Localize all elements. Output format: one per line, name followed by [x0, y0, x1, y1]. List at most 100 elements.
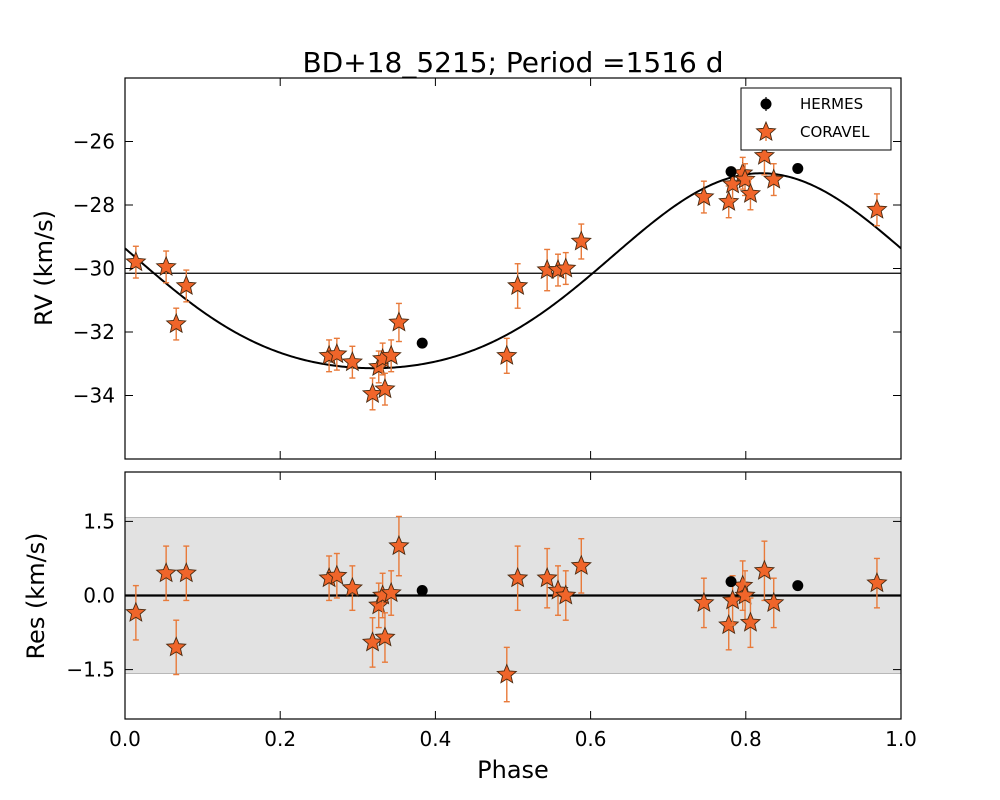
coravel-point [693, 180, 715, 214]
coravel-residual-star [555, 584, 577, 605]
coravel-star-marker [361, 382, 384, 403]
chart-title: BD+18_5215; Period =1516 d [302, 46, 723, 79]
coravel-point [361, 377, 384, 411]
coravel-residual-star [361, 631, 384, 652]
x-tick-label: 0.8 [730, 727, 762, 751]
coravel-residual-star [165, 636, 187, 657]
coravel-residual-star [374, 626, 396, 647]
coravel-residual-point [739, 597, 762, 649]
x-tick-label: 0.0 [109, 727, 141, 751]
coravel-star-marker [753, 144, 776, 165]
hermes-residual-point [725, 576, 737, 588]
coravel-residual-point [380, 570, 402, 616]
coravel-residual-star [763, 591, 785, 612]
coravel-residual-point [326, 552, 348, 599]
coravel-residual-star [866, 571, 888, 593]
coravel-residual-point [496, 646, 518, 703]
x-axis-label: Phase [477, 756, 549, 784]
rv-axes-layer: −26 −28 −30 −32 −34 [73, 78, 902, 459]
rv-y-tick-label: −30 [73, 257, 115, 281]
coravel-residual-star [326, 564, 348, 585]
coravel-star-marker [507, 274, 529, 295]
coravel-residual-point [368, 582, 390, 629]
coravel-point [866, 193, 888, 227]
coravel-residual-point [361, 617, 384, 668]
coravel-residual-star [341, 576, 363, 598]
coravel-point [125, 245, 147, 279]
legend-hermes-circle [760, 98, 772, 110]
coravel-star-marker [739, 182, 762, 203]
hermes-residual-point [792, 580, 804, 592]
coravel-residual-star [507, 567, 529, 588]
coravel-point [155, 250, 177, 284]
coravel-point [175, 269, 197, 303]
res-data-layer [125, 515, 888, 703]
coravel-star-marker [155, 255, 177, 276]
coravel-residual-point [555, 570, 577, 621]
coravel-residual-star [718, 613, 740, 635]
coravel-star-marker [341, 350, 363, 372]
coravel-star-marker [175, 274, 197, 295]
coravel-residual-point [155, 545, 177, 602]
coravel-point [341, 345, 363, 379]
coravel-point [763, 163, 785, 197]
coravel-star-marker [866, 198, 888, 219]
x-tick-label: 0.6 [575, 727, 607, 751]
legend-coravel-marker [755, 120, 777, 142]
coravel-point [739, 177, 762, 211]
coravel-residual-star [570, 554, 592, 575]
coravel-residual-star [496, 663, 518, 684]
coravel-residual-point [165, 619, 187, 676]
coravel-star-marker [721, 173, 744, 194]
coravel-residual-point [693, 577, 715, 629]
legend-coravel-label: CORAVEL [800, 123, 870, 141]
res-y-tick-label: 0.0 [83, 584, 115, 608]
coravel-residual-star [155, 562, 177, 583]
coravel-point [507, 263, 529, 309]
coravel-star-marker [718, 190, 740, 211]
x-tick-label: 1.0 [885, 727, 917, 751]
coravel-residual-star [388, 534, 410, 556]
coravel-residual-star [536, 567, 558, 588]
hermes-point [792, 162, 804, 174]
x-axis: 0.0 0.2 0.4 0.6 0.8 1.0 [109, 472, 917, 751]
coravel-residual-star [125, 601, 147, 622]
legend: HERMES CORAVEL [740, 87, 892, 151]
coravel-star-marker [496, 344, 518, 365]
coravel-point [496, 337, 518, 374]
rv-y-tick-label: −32 [73, 320, 115, 344]
hermes-point [416, 337, 428, 349]
coravel-residual-star [739, 611, 762, 632]
res-band-layer [125, 516, 901, 675]
coravel-residual-star [175, 562, 197, 583]
coravel-residual-star [380, 581, 402, 603]
coravel-residual-point [175, 545, 197, 602]
coravel-star-marker [388, 311, 410, 332]
legend-hermes-label: HERMES [800, 95, 863, 113]
coravel-residual-point [388, 515, 410, 577]
rv-panel: −26 −28 −30 −32 −34 RV (km/s) HERMES CORAVEL [30, 77, 902, 460]
coravel-point [555, 251, 577, 286]
coravel-point [570, 223, 592, 260]
rv-y-axis-label: RV (km/s) [30, 210, 58, 326]
coravel-residual-star [753, 559, 776, 580]
coravel-star-marker [165, 312, 187, 334]
rv-y-tick-label: −26 [73, 130, 115, 154]
coravel-star-marker [763, 168, 785, 189]
res-axes-layer: 1.5 0.0 −1.5 [66, 509, 901, 682]
coravel-point [374, 372, 396, 406]
coravel-star-marker [555, 257, 577, 278]
legend-hermes-marker [760, 97, 772, 111]
res-y-tick-label: −1.5 [66, 658, 115, 682]
coravel-residual-point [763, 577, 785, 629]
x-tick-label: 0.4 [419, 727, 451, 751]
coravel-residual-point [570, 537, 592, 594]
hermes-point [725, 166, 737, 178]
coravel-residual-point [507, 545, 529, 612]
coravel-point [165, 307, 187, 341]
coravel-star-marker [374, 377, 396, 399]
coravel-residual-point [536, 547, 558, 609]
coravel-residual-point [374, 612, 396, 663]
coravel-residual-point [341, 565, 363, 612]
